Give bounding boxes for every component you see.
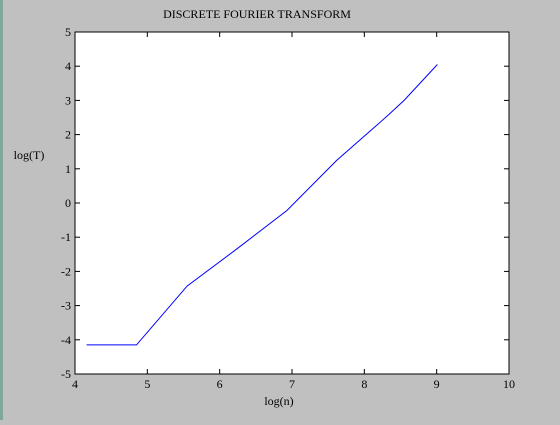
axis-ticks [74, 31, 510, 375]
y-tick-label: -3 [61, 299, 71, 313]
x-tick-label: 10 [503, 377, 515, 391]
x-axis-tick-labels: 4 5 6 7 8 9 10 [72, 377, 515, 391]
x-tick-label: 9 [434, 377, 440, 391]
window-edge [0, 0, 3, 420]
y-tick-label: -4 [61, 333, 71, 347]
y-tick-label: 1 [65, 162, 71, 176]
x-tick-label: 7 [289, 377, 295, 391]
x-tick-label: 8 [361, 377, 367, 391]
y-tick-label: -1 [61, 230, 71, 244]
x-tick-label: 6 [217, 377, 223, 391]
y-tick-label: 4 [65, 59, 71, 73]
y-tick-label: 0 [65, 196, 71, 210]
chart-title: DISCRETE FOURIER TRANSFORM [163, 7, 351, 21]
x-axis-label: log(n) [264, 394, 293, 408]
series-line [86, 64, 438, 346]
x-tick-label: 5 [144, 377, 150, 391]
y-tick-label: 3 [65, 93, 71, 107]
y-tick-label: 2 [65, 128, 71, 142]
plot-area [74, 31, 510, 375]
x-tick-label: 4 [72, 377, 78, 391]
y-tick-label: -5 [61, 367, 71, 381]
y-axis-tick-labels: 5 4 3 2 1 0 -1 -2 -3 -4 -5 [61, 25, 71, 381]
y-tick-label: 5 [65, 25, 71, 39]
y-axis-label: log(T) [14, 148, 45, 162]
y-tick-label: -2 [61, 264, 71, 278]
